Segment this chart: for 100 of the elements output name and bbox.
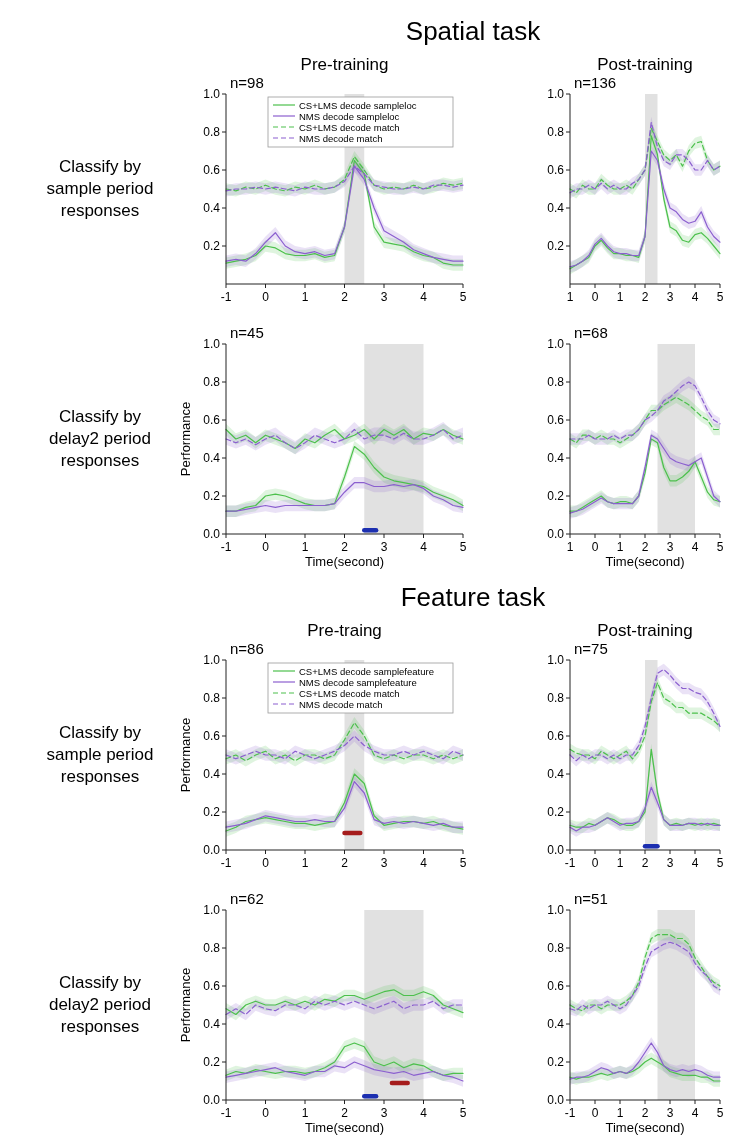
legend-label: CS+LMS decode match (299, 687, 400, 699)
x-tick-label: 1 (301, 540, 309, 554)
y-tick-label: 1.0 (547, 87, 565, 101)
x-tick-label: 4 (691, 1106, 699, 1120)
x-tick-label: 4 (420, 1106, 428, 1120)
x-tick-label: 0 (591, 290, 599, 304)
y-tick-label: 0.8 (203, 691, 221, 705)
chart-title: Pre-training (300, 55, 389, 74)
x-tick-label: 0 (591, 856, 599, 870)
x-tick-label: 5 (716, 540, 724, 554)
x-tick-label: 4 (691, 290, 699, 304)
y-tick-label: 0.6 (547, 163, 565, 177)
x-tick-label: 1 (616, 290, 624, 304)
x-tick-label: 4 (420, 290, 428, 304)
y-tick-label: 1.0 (203, 653, 221, 667)
chart-title: Post-training (597, 621, 693, 640)
x-axis-title: Time(second) (605, 554, 685, 569)
x-tick-label: 3 (666, 290, 674, 304)
chart-subtitle: n=68 (574, 324, 608, 341)
x-tick-label: 0 (262, 856, 270, 870)
x-tick-label: 3 (666, 540, 674, 554)
y-tick-label: 0.6 (547, 413, 565, 427)
x-tick-label: -1 (220, 540, 232, 554)
text: Classify by sample period responses (46, 723, 154, 786)
x-tick-label: 5 (459, 856, 467, 870)
legend-label: CS+LMS decode sampleloc (299, 99, 417, 111)
legend-label: NMS decode match (299, 132, 383, 144)
x-tick-label: 0 (591, 540, 599, 554)
y-tick-label: 1.0 (547, 653, 565, 667)
x-tick-label: 3 (666, 1106, 674, 1120)
x-tick-label: 1 (301, 1106, 309, 1120)
y-tick-label: 0.2 (203, 805, 221, 819)
y-tick-label: 0.0 (547, 843, 565, 857)
y-axis-title: Performance (178, 401, 193, 477)
x-tick-label: 2 (641, 540, 649, 554)
x-tick-label: -1 (220, 290, 232, 304)
x-tick-label: 5 (459, 540, 467, 554)
x-tick-label: 1 (616, 1106, 624, 1120)
y-tick-label: 0.2 (547, 239, 565, 253)
chart-subtitle: n=75 (574, 640, 608, 657)
y-tick-label: 0.2 (547, 1055, 565, 1069)
y-tick-label: 0.8 (203, 941, 221, 955)
y-axis-title: Performance (178, 717, 193, 793)
x-tick-label: 5 (716, 1106, 724, 1120)
chart-title: Post-training (597, 55, 693, 74)
x-tick-label: 5 (459, 290, 467, 304)
y-tick-label: 0.6 (203, 163, 221, 177)
line-series (569, 1057, 721, 1082)
x-tick-label: 5 (716, 856, 724, 870)
x-tick-label: 1 (301, 290, 309, 304)
x-tick-label: 4 (691, 540, 699, 554)
x-tick-label: -1 (564, 1106, 576, 1120)
x-tick-label: 5 (459, 1106, 467, 1120)
x-tick-label: 1 (566, 290, 574, 304)
y-tick-label: 0.2 (547, 805, 565, 819)
x-tick-label: 1 (616, 540, 624, 554)
chart-subtitle: n=45 (230, 324, 264, 341)
line-series (225, 781, 464, 828)
legend-label: NMS decode match (299, 698, 383, 710)
x-tick-label: 4 (420, 856, 428, 870)
y-tick-label: 0.0 (547, 1093, 565, 1107)
y-tick-label: 0.8 (547, 375, 565, 389)
y-tick-label: 0.2 (203, 239, 221, 253)
line-series (225, 1000, 464, 1016)
y-tick-label: 0.4 (203, 767, 221, 781)
x-tick-label: 0 (591, 1106, 599, 1120)
y-tick-label: 0.0 (203, 527, 221, 541)
x-tick-label: 1 (616, 856, 624, 870)
x-axis-title: Time(second) (305, 1120, 384, 1135)
x-tick-label: 5 (716, 290, 724, 304)
chart-subtitle: n=51 (574, 890, 608, 907)
y-tick-label: 0.4 (203, 451, 221, 465)
x-tick-label: 3 (380, 290, 388, 304)
chart-subtitle: n=86 (230, 640, 264, 657)
x-axis-title: Time(second) (605, 1120, 685, 1135)
x-tick-label: 0 (262, 290, 270, 304)
chart-subtitle: n=62 (230, 890, 264, 907)
chart-subtitle: n=136 (574, 74, 617, 91)
y-tick-label: 0.0 (203, 1093, 221, 1107)
x-tick-label: 2 (341, 1106, 349, 1120)
y-tick-label: 0.0 (547, 527, 565, 541)
y-tick-label: 0.4 (203, 201, 221, 215)
x-tick-label: -1 (564, 856, 576, 870)
y-tick-label: 0.4 (547, 1017, 565, 1031)
y-tick-label: 0.4 (547, 201, 565, 215)
legend-label: CS+LMS decode match (299, 121, 400, 133)
x-tick-label: 1 (566, 540, 574, 554)
x-tick-label: 2 (341, 540, 349, 554)
x-tick-label: -1 (220, 856, 232, 870)
legend-label: NMS decode samplefeature (299, 676, 417, 688)
y-tick-label: 0.4 (203, 1017, 221, 1031)
y-tick-label: 0.4 (547, 451, 565, 465)
y-tick-label: 0.8 (547, 691, 565, 705)
x-tick-label: 3 (380, 856, 388, 870)
y-tick-label: 1.0 (203, 903, 221, 917)
y-tick-label: 0.8 (203, 125, 221, 139)
y-tick-label: 0.8 (203, 375, 221, 389)
y-tick-label: 0.0 (203, 843, 221, 857)
y-tick-label: 1.0 (547, 903, 565, 917)
y-tick-label: 1.0 (547, 337, 565, 351)
